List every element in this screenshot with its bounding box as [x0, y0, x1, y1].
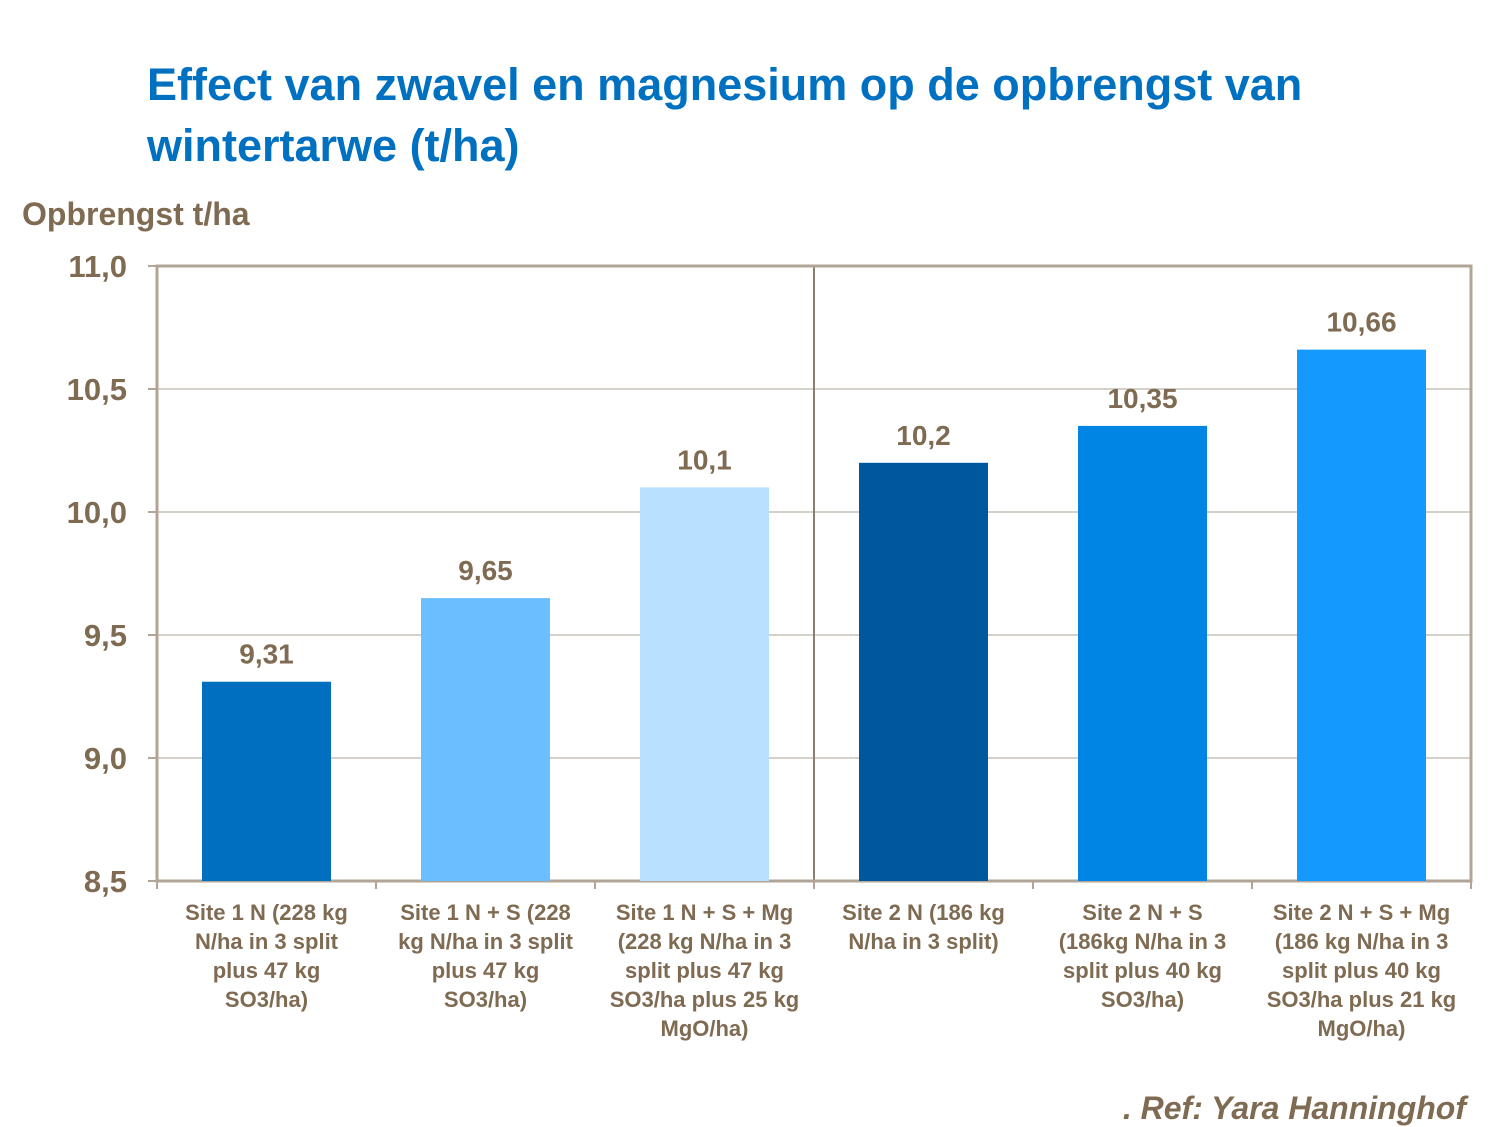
- data-label: 10,1: [677, 444, 732, 475]
- data-label: 10,35: [1107, 383, 1177, 414]
- x-tick-label: MgO/ha): [1318, 1016, 1406, 1041]
- y-tick-label: 10,0: [67, 495, 127, 530]
- x-tick-label: Site 2 N + S: [1082, 900, 1202, 925]
- x-tick-label: (186 kg N/ha in 3: [1275, 929, 1449, 954]
- x-tick-label: Site 2 N (186 kg: [842, 900, 1005, 925]
- x-tick-label: (228 kg N/ha in 3: [618, 929, 792, 954]
- x-tick-label: Site 1 N + S + Mg: [616, 900, 793, 925]
- x-tick-label: SO3/ha plus 21 kg: [1267, 987, 1457, 1012]
- y-axis-label: Opbrengst t/ha: [22, 196, 250, 232]
- y-tick-label: 9,5: [84, 618, 127, 653]
- x-tick-label: MgO/ha): [661, 1016, 749, 1041]
- x-tick-label: kg N/ha in 3 split: [398, 929, 573, 954]
- x-tick-label: (186kg N/ha in 3: [1059, 929, 1227, 954]
- y-tick-label: 8,5: [84, 864, 127, 899]
- x-tick-label: plus 47 kg: [213, 958, 321, 983]
- bar: [1078, 425, 1207, 881]
- y-tick-label: 11,0: [68, 249, 127, 284]
- x-tick-label: SO3/ha): [444, 987, 527, 1012]
- y-tick-label: 9,0: [84, 741, 127, 776]
- x-tick-label: SO3/ha): [225, 987, 308, 1012]
- data-label: 10,66: [1326, 307, 1396, 338]
- x-tick-label: Site 1 N + S (228: [400, 900, 571, 925]
- x-tick-label: plus 47 kg: [432, 958, 540, 983]
- x-tick-label: split plus 47 kg: [625, 958, 784, 983]
- reference-note: . Ref: Yara Hanninghof: [1122, 1090, 1466, 1126]
- bar: [859, 462, 988, 881]
- x-tick-label: N/ha in 3 split: [195, 929, 339, 954]
- x-tick-label: N/ha in 3 split): [848, 929, 998, 954]
- x-tick-label: split plus 40 kg: [1282, 958, 1441, 983]
- bar: [1297, 349, 1426, 881]
- data-label: 10,2: [896, 420, 951, 451]
- x-tick-label: Site 2 N + S + Mg: [1273, 900, 1450, 925]
- x-tick-label: Site 1 N (228 kg: [185, 900, 348, 925]
- x-tick-label: SO3/ha plus 25 kg: [610, 987, 800, 1012]
- bar: [640, 487, 769, 881]
- data-label: 9,65: [458, 555, 513, 586]
- bar: [421, 598, 550, 881]
- data-label: 9,31: [239, 639, 294, 670]
- bar: [202, 681, 331, 881]
- x-tick-label: SO3/ha): [1101, 987, 1184, 1012]
- x-tick-label: split plus 40 kg: [1063, 958, 1222, 983]
- y-tick-label: 10,5: [67, 372, 127, 407]
- chart-title: Effect van zwavel en magnesium op de opb…: [147, 59, 1303, 171]
